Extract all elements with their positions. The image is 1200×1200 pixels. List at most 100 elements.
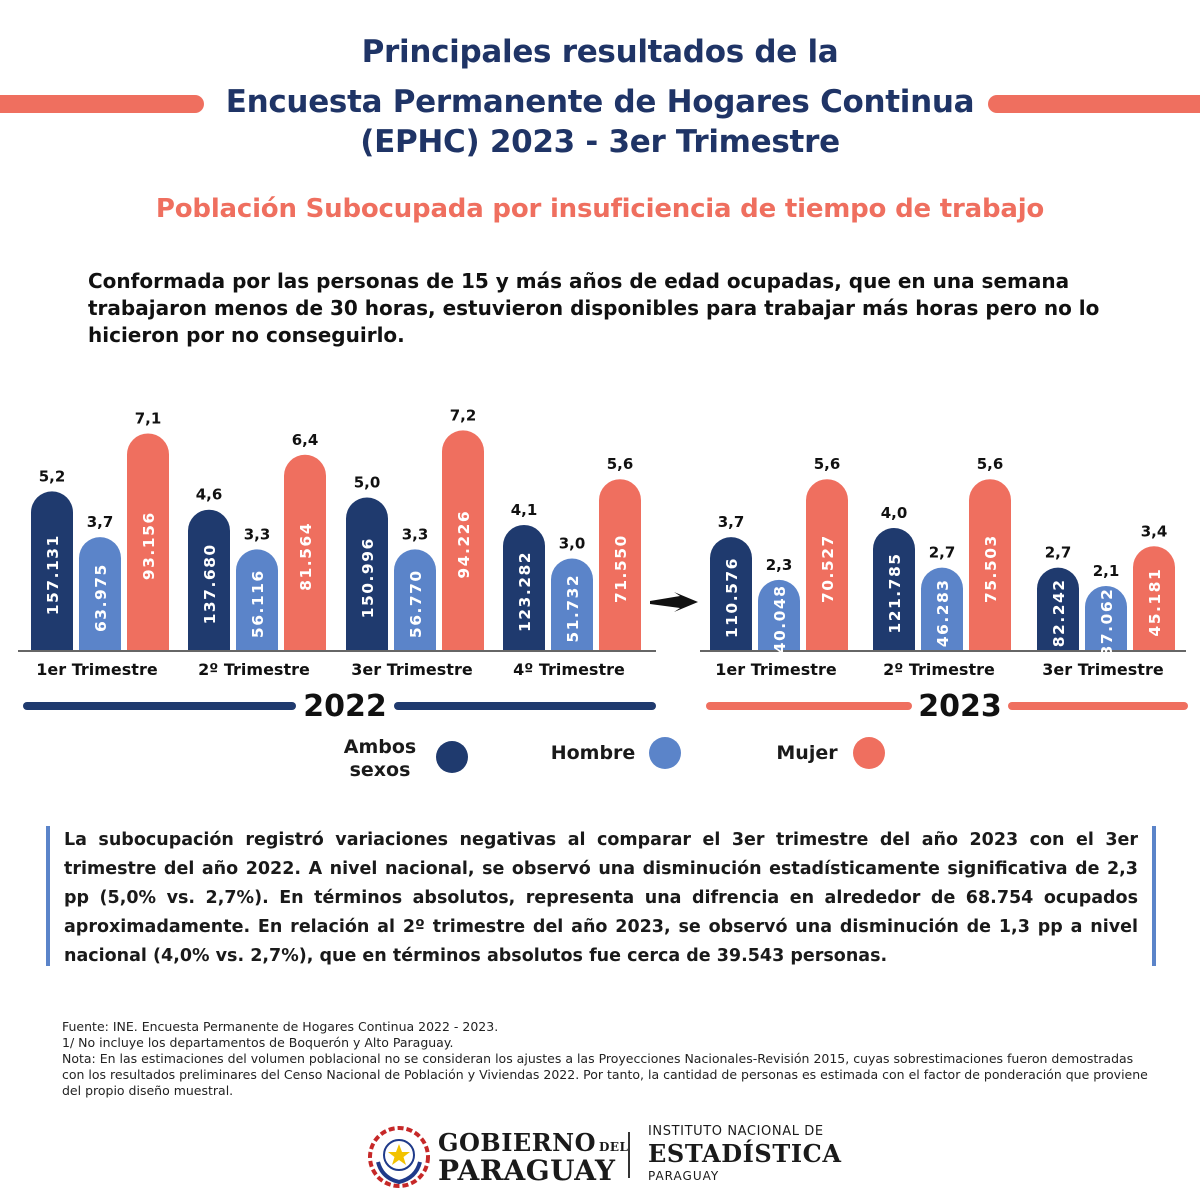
count-label-2022-1er-trimestre-ambos-sexos: 157.131 bbox=[44, 534, 62, 615]
count-label-2023-1er-trimestre-mujer: 70.527 bbox=[819, 534, 837, 603]
ine-line3: PARAGUAY bbox=[648, 1169, 720, 1183]
definition-text: Conformada por las personas de 15 y más … bbox=[88, 269, 1100, 347]
count-label-2023-1er-trimestre-hombre: 40.048 bbox=[771, 585, 789, 654]
decorative-bar-left bbox=[0, 95, 204, 113]
rate-label-2023-1er-trimestre-hombre: 2,3 bbox=[766, 556, 793, 574]
rate-label-2023-3er-trimestre-ambos-sexos: 2,7 bbox=[1045, 544, 1072, 562]
footnote-source: Fuente: INE. Encuesta Permanente de Hoga… bbox=[62, 1019, 499, 1034]
count-label-2022-4-trimestre-hombre: 51.732 bbox=[564, 574, 582, 643]
bar-2022-4-trimestre-hombre bbox=[551, 558, 593, 650]
category-label-2023-2-trimestre: 2º Trimestre bbox=[883, 660, 995, 679]
bar-2022-3er-trimestre-mujer bbox=[442, 430, 484, 650]
count-label-2022-4-trimestre-mujer: 71.550 bbox=[612, 534, 630, 603]
legend-label-hombre: Hombre bbox=[550, 742, 636, 764]
count-label-2023-3er-trimestre-ambos-sexos: 82.242 bbox=[1050, 578, 1068, 647]
count-label-2022-1er-trimestre-hombre: 63.975 bbox=[92, 563, 110, 632]
legend-dot-hombre bbox=[649, 737, 681, 769]
footnotes: Fuente: INE. Encuesta Permanente de Hoga… bbox=[62, 1019, 1152, 1099]
bar-2023-2-trimestre-ambos-sexos bbox=[873, 528, 915, 650]
legend-label-ambos: Ambos sexos bbox=[343, 736, 417, 781]
gobierno-logo-text: GOBIERNO DEL PARAGUAY bbox=[438, 1128, 629, 1185]
bar-2022-1er-trimestre-mujer bbox=[127, 433, 169, 650]
year-label-2023: 2023 bbox=[918, 689, 1002, 724]
bar-2022-1er-trimestre-hombre bbox=[79, 537, 121, 650]
rate-label-2022-1er-trimestre-ambos-sexos: 5,2 bbox=[39, 467, 66, 485]
rate-label-2022-4-trimestre-ambos-sexos: 4,1 bbox=[511, 501, 538, 519]
rate-label-2023-3er-trimestre-mujer: 3,4 bbox=[1141, 522, 1168, 540]
count-label-2023-3er-trimestre-mujer: 45.181 bbox=[1146, 568, 1164, 637]
rate-label-2022-2-trimestre-hombre: 3,3 bbox=[244, 525, 271, 543]
decorative-bar-right bbox=[988, 95, 1200, 113]
header-title-line1: Principales resultados de la bbox=[361, 34, 839, 70]
header-title-line3: (EPHC) 2023 - 3er Trimestre bbox=[360, 124, 840, 160]
rate-label-2022-2-trimestre-mujer: 6,4 bbox=[292, 431, 319, 449]
bar-2022-3er-trimestre-ambos-sexos bbox=[346, 497, 388, 650]
header-title-line2: Encuesta Permanente de Hogares Continua bbox=[225, 84, 975, 120]
legend-dot-mujer bbox=[853, 737, 885, 769]
bar-2022-1er-trimestre-ambos-sexos bbox=[31, 491, 73, 650]
legend-label-mujer: Mujer bbox=[776, 742, 838, 764]
rate-label-2022-3er-trimestre-ambos-sexos: 5,0 bbox=[354, 474, 381, 492]
bar-2023-1er-trimestre-mujer bbox=[806, 479, 848, 650]
rate-label-2022-3er-trimestre-mujer: 7,2 bbox=[450, 406, 477, 424]
rate-label-2022-4-trimestre-hombre: 3,0 bbox=[559, 535, 586, 553]
bar-2023-3er-trimestre-hombre bbox=[1085, 585, 1127, 650]
rate-label-2022-3er-trimestre-hombre: 3,3 bbox=[402, 525, 429, 543]
gobierno-word: GOBIERNO bbox=[438, 1128, 596, 1157]
category-label-2023-1er-trimestre: 1er Trimestre bbox=[715, 660, 837, 679]
del-word: DEL bbox=[599, 1140, 629, 1154]
bar-2023-2-trimestre-hombre bbox=[921, 567, 963, 650]
rate-label-2023-1er-trimestre-ambos-sexos: 3,7 bbox=[718, 513, 745, 531]
arrow-right-icon bbox=[650, 592, 698, 612]
rate-label-2022-1er-trimestre-hombre: 3,7 bbox=[87, 513, 114, 531]
count-label-2022-2-trimestre-mujer: 81.564 bbox=[297, 522, 315, 591]
category-label-2023-3er-trimestre: 3er Trimestre bbox=[1042, 660, 1164, 679]
count-label-2023-2-trimestre-ambos-sexos: 121.785 bbox=[886, 552, 904, 633]
ine-logo-text: INSTITUTO NACIONAL DE ESTADÍSTICA PARAGU… bbox=[648, 1124, 842, 1183]
rate-label-2023-2-trimestre-hombre: 2,7 bbox=[929, 544, 956, 562]
ine-line2: ESTADÍSTICA bbox=[648, 1139, 842, 1168]
category-label-2022-1er-trimestre: 1er Trimestre bbox=[36, 660, 158, 679]
count-label-2022-1er-trimestre-mujer: 93.156 bbox=[140, 511, 158, 580]
bar-2023-3er-trimestre-ambos-sexos bbox=[1037, 567, 1079, 650]
government-seal-icon bbox=[368, 1126, 430, 1188]
count-label-2022-2-trimestre-hombre: 56.116 bbox=[249, 569, 267, 638]
count-label-2022-3er-trimestre-ambos-sexos: 150.996 bbox=[359, 537, 377, 618]
category-label-2022-2-trimestre: 2º Trimestre bbox=[198, 660, 310, 679]
count-label-2022-3er-trimestre-mujer: 94.226 bbox=[455, 510, 473, 579]
bar-2022-4-trimestre-mujer bbox=[599, 479, 641, 650]
rate-label-2023-2-trimestre-mujer: 5,6 bbox=[977, 455, 1004, 473]
rate-label-2022-4-trimestre-mujer: 5,6 bbox=[607, 455, 634, 473]
count-label-2023-2-trimestre-mujer: 75.503 bbox=[982, 534, 1000, 603]
rate-label-2022-2-trimestre-ambos-sexos: 4,6 bbox=[196, 486, 223, 504]
paraguay-word: PARAGUAY bbox=[438, 1154, 616, 1187]
bar-2022-4-trimestre-ambos-sexos bbox=[503, 524, 545, 650]
bar-2022-3er-trimestre-hombre bbox=[394, 549, 436, 650]
bar-2023-3er-trimestre-mujer bbox=[1133, 546, 1175, 650]
rate-label-2023-3er-trimestre-hombre: 2,1 bbox=[1093, 562, 1120, 580]
bar-2023-2-trimestre-mujer bbox=[969, 479, 1011, 650]
ine-line1: INSTITUTO NACIONAL DE bbox=[648, 1124, 824, 1139]
count-label-2022-4-trimestre-ambos-sexos: 123.282 bbox=[516, 551, 534, 632]
bar-2022-2-trimestre-ambos-sexos bbox=[188, 509, 230, 650]
bar-2022-2-trimestre-hombre bbox=[236, 549, 278, 650]
count-label-2023-2-trimestre-hombre: 46.283 bbox=[934, 578, 952, 647]
footer-divider bbox=[628, 1132, 630, 1178]
count-label-2022-2-trimestre-ambos-sexos: 137.680 bbox=[201, 543, 219, 624]
year-label-2022: 2022 bbox=[303, 689, 387, 724]
chart-subtitle: Población Subocupada por insuficiencia d… bbox=[155, 194, 1045, 224]
summary-paragraph: La subocupación registró variaciones neg… bbox=[46, 826, 1156, 966]
rate-label-2023-2-trimestre-ambos-sexos: 4,0 bbox=[881, 504, 908, 522]
rate-label-2022-1er-trimestre-mujer: 7,1 bbox=[135, 409, 162, 427]
footnote-note: Nota: En las estimaciones del volumen po… bbox=[62, 1051, 1148, 1098]
category-label-2022-4-trimestre: 4º Trimestre bbox=[513, 660, 625, 679]
bar-chart: 5,2 157.131 3,7 63.975 7,1 93.156 1er Trimestr… bbox=[18, 406, 1188, 724]
count-label-2022-3er-trimestre-hombre: 56.770 bbox=[407, 569, 425, 638]
count-label-2023-3er-trimestre-hombre: 37.062 bbox=[1098, 588, 1116, 657]
footnote-1: 1/ No incluye los departamentos de Boque… bbox=[62, 1035, 454, 1050]
legend-dot-ambos bbox=[436, 741, 468, 773]
rate-label-2023-1er-trimestre-mujer: 5,6 bbox=[814, 455, 841, 473]
footer-logos: GOBIERNO DEL PARAGUAY INSTITUTO NACIONAL … bbox=[368, 1124, 848, 1188]
category-label-2022-3er-trimestre: 3er Trimestre bbox=[351, 660, 473, 679]
bar-2022-2-trimestre-mujer bbox=[284, 454, 326, 650]
